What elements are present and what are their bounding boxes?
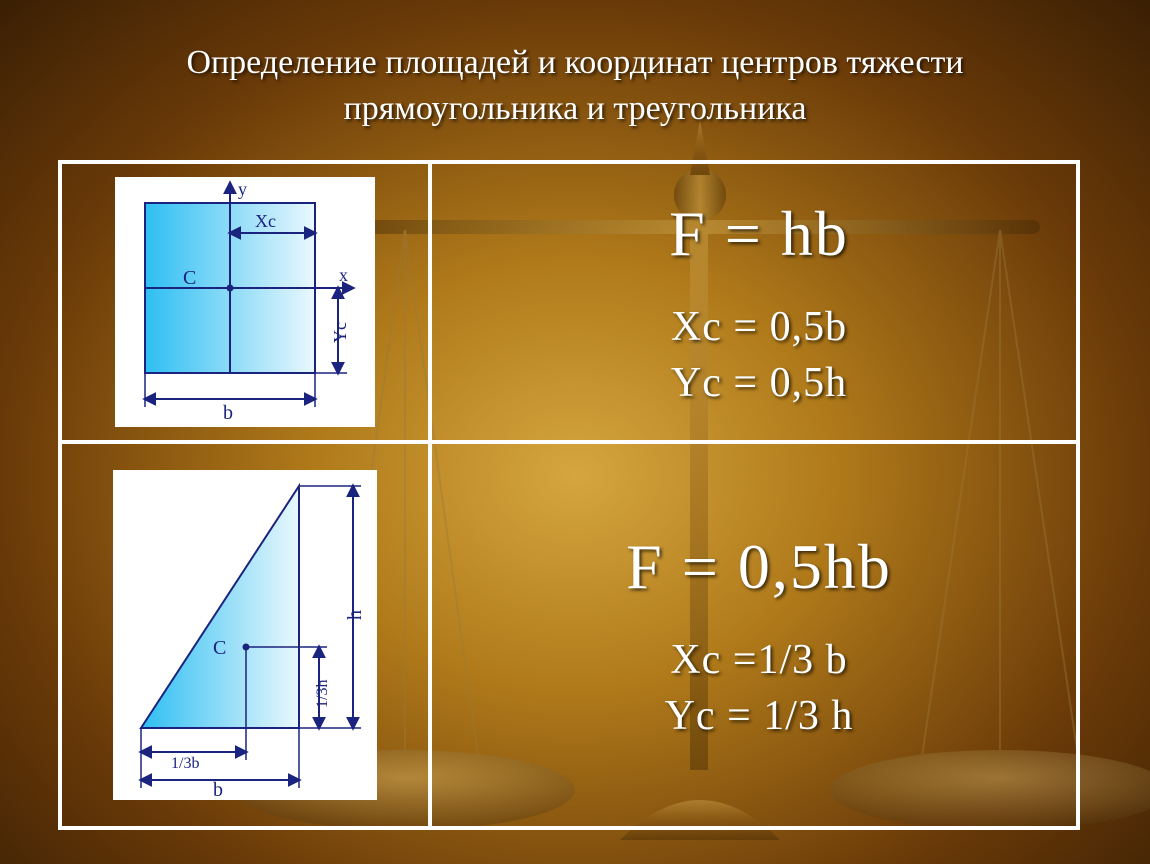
title-line-2: прямоугольника и треугольника — [344, 90, 807, 127]
rect-diagram: y x C Xc Yc b — [115, 177, 375, 427]
lbl-y: y — [238, 179, 247, 199]
cell-rect-diagram: y x C Xc Yc b — [60, 162, 430, 442]
lbl-b: b — [223, 402, 233, 424]
tri-diagram: C h 1/3h b 1/3b — [113, 470, 377, 800]
slide-title: Определение площадей и координат центров… — [0, 40, 1150, 132]
cell-tri-formulas: F = 0,5hb Xc =1/3 b Yc = 1/3 h — [430, 442, 1078, 828]
cell-rect-formulas: F = hb Xc = 0,5b Yc = 0,5h — [430, 162, 1078, 442]
tri-lbl-h: h — [344, 610, 366, 620]
lbl-c: C — [183, 267, 196, 289]
tri-lbl-third-b: 1/3b — [171, 755, 199, 772]
cell-tri-diagram: C h 1/3h b 1/3b — [60, 442, 430, 828]
lbl-xc: Xc — [255, 211, 276, 231]
tri-lbl-third-h: 1/3h — [314, 680, 331, 708]
lbl-yc: Yc — [330, 322, 350, 343]
tri-xc-formula: Xc =1/3 b — [670, 636, 847, 684]
title-line-1: Определение площадей и координат центров… — [186, 44, 963, 81]
tri-lbl-b: b — [213, 779, 223, 800]
tri-yc-formula: Yc = 1/3 h — [665, 692, 854, 740]
tri-area-formula: F = 0,5hb — [626, 530, 892, 604]
rect-xc-formula: Xc = 0,5b — [671, 303, 847, 351]
tri-lbl-c: C — [213, 637, 226, 659]
lbl-x: x — [339, 265, 348, 285]
rect-area-formula: F = hb — [669, 197, 849, 271]
rect-yc-formula: Yc = 0,5h — [671, 359, 847, 407]
table: y x C Xc Yc b — [58, 160, 1080, 830]
